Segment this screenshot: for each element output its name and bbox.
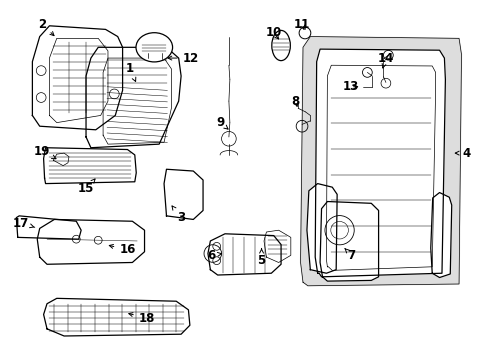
Text: 3: 3 [172,206,185,224]
Text: 8: 8 [291,95,299,108]
Polygon shape [306,184,336,273]
Polygon shape [163,169,203,220]
Text: 12: 12 [167,51,199,64]
Text: 15: 15 [78,179,95,195]
Polygon shape [207,234,281,275]
Text: 5: 5 [257,248,265,267]
Ellipse shape [299,27,310,39]
Text: 14: 14 [377,51,393,68]
Polygon shape [300,37,461,286]
Text: 17: 17 [13,216,35,230]
Polygon shape [43,148,136,184]
Ellipse shape [136,33,172,62]
Text: 16: 16 [109,243,135,256]
Text: 9: 9 [216,116,227,129]
Text: 11: 11 [293,18,309,31]
Ellipse shape [271,31,290,60]
Polygon shape [320,202,378,281]
Polygon shape [315,49,445,277]
Polygon shape [86,47,181,148]
Text: 2: 2 [38,18,54,36]
Polygon shape [43,298,189,336]
Text: 7: 7 [344,248,355,262]
Polygon shape [430,193,451,278]
Text: 18: 18 [128,311,155,325]
Polygon shape [32,26,122,130]
Polygon shape [16,216,81,239]
Text: 19: 19 [34,145,56,159]
Text: 10: 10 [265,27,281,40]
Text: 1: 1 [125,62,136,81]
Text: 4: 4 [454,147,469,159]
Text: 13: 13 [342,80,358,93]
Polygon shape [37,220,144,264]
Text: 6: 6 [207,249,221,262]
